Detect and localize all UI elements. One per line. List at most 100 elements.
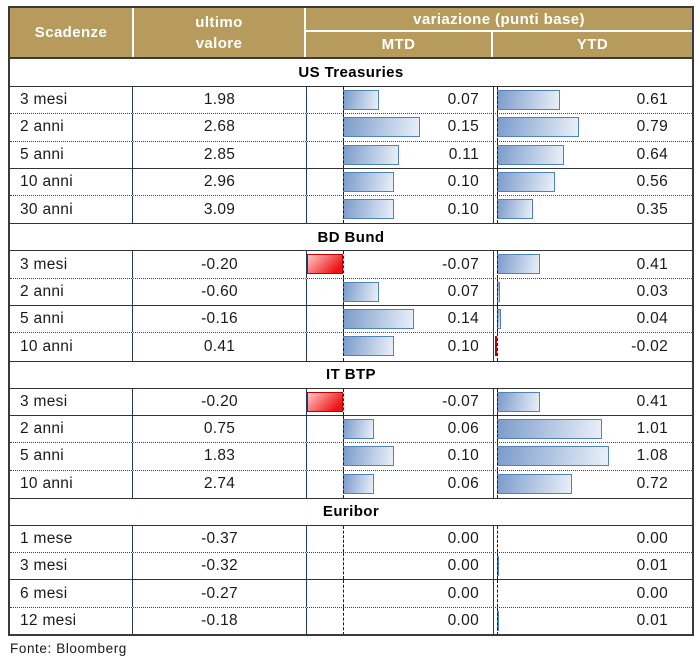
positive-data-bar (343, 446, 394, 467)
mtd-axis-line (343, 114, 344, 141)
ytd-value: 0.01 (636, 557, 668, 575)
positive-data-bar (497, 254, 540, 275)
ytd-axis-line (497, 470, 498, 498)
section-title: BD Bund (10, 223, 692, 252)
ytd-cell: 1.01 (493, 415, 692, 443)
mtd-cell: 0.15 (306, 114, 493, 141)
positive-data-bar (497, 171, 555, 192)
mtd-axis-line (343, 580, 344, 607)
ytd-value: 0.03 (636, 282, 668, 300)
last-value: 2.85 (132, 141, 306, 168)
mtd-cell: 0.00 (306, 553, 493, 580)
ytd-cell: 0.04 (493, 306, 692, 333)
mtd-value: 0.00 (447, 612, 479, 630)
ytd-value: 0.41 (636, 392, 668, 410)
ytd-axis-line (497, 278, 498, 306)
table-row: 1 mese -0.37 0.00 0.00 (10, 525, 692, 554)
mtd-axis-line (343, 168, 344, 196)
mtd-axis-line (343, 415, 344, 443)
maturity-label: 5 anni (20, 310, 65, 328)
table-row: 30 anni 3.09 0.10 0.35 (10, 196, 692, 224)
maturity-label: 1 mese (20, 530, 73, 547)
maturity-label: 30 anni (20, 200, 73, 218)
mtd-axis-line (343, 278, 344, 306)
ytd-cell: 0.41 (493, 251, 692, 278)
mtd-cell: 0.00 (306, 525, 493, 553)
header-mtd: MTD (306, 32, 493, 57)
mtd-value: 0.10 (447, 447, 479, 465)
mtd-value: 0.00 (447, 557, 479, 575)
ytd-axis-line (497, 553, 498, 580)
mtd-value: 0.11 (448, 145, 479, 163)
negative-data-bar (495, 336, 497, 357)
ytd-axis-line (497, 388, 498, 415)
maturity-label: 3 mesi (20, 557, 68, 575)
mtd-axis-line (343, 333, 344, 361)
positive-data-bar (497, 391, 540, 412)
section-title: US Treasuries (10, 59, 692, 87)
last-value: 2.96 (132, 168, 306, 196)
table-row: 2 anni 0.75 0.06 1.01 (10, 415, 692, 444)
ytd-cell: 0.01 (493, 607, 692, 634)
table-row: 3 mesi -0.32 0.00 0.01 (10, 553, 692, 581)
section-title: Euribor (10, 497, 692, 526)
ytd-axis-line (497, 580, 498, 607)
ytd-cell: 0.64 (493, 141, 692, 168)
last-value: -0.27 (132, 580, 306, 607)
ytd-value: 0.41 (636, 255, 668, 273)
last-value: 1.83 (132, 443, 306, 470)
mtd-cell: 0.00 (306, 607, 493, 634)
table-section: BD Bund 3 mesi -0.20 -0.07 0.41 2 anni -… (10, 223, 692, 361)
negative-data-bar (307, 391, 343, 412)
ytd-value: 0.61 (636, 91, 668, 109)
ytd-axis-line (497, 607, 498, 634)
ytd-axis-line (497, 415, 498, 443)
mtd-cell: 0.11 (306, 141, 493, 168)
last-value: 0.41 (132, 333, 306, 361)
last-value: 3.09 (132, 196, 306, 224)
header-variazione-group: variazione (punti base) MTD YTD (306, 8, 692, 57)
ytd-value: 0.64 (636, 145, 668, 163)
maturity-label: 5 anni (20, 145, 65, 163)
mtd-cell: 0.00 (306, 580, 493, 607)
ytd-cell: 0.03 (493, 278, 692, 306)
mtd-cell: 0.06 (306, 415, 493, 443)
table-row: 2 anni 2.68 0.15 0.79 (10, 114, 692, 142)
mtd-cell: -0.07 (306, 388, 493, 415)
mtd-cell: 0.07 (306, 87, 493, 114)
header-ultimo-line2: valore (195, 34, 243, 52)
mtd-value: 0.06 (447, 475, 479, 493)
table-row: 2 anni -0.60 0.07 0.03 (10, 278, 692, 307)
source-note: Fonte: Bloomberg (10, 641, 127, 656)
positive-data-bar (343, 117, 420, 138)
table-section: IT BTP 3 mesi -0.20 -0.07 0.41 2 anni 0.… (10, 360, 692, 498)
mtd-cell: 0.10 (306, 443, 493, 470)
mtd-axis-line (343, 553, 344, 580)
maturity-label: 3 mesi (20, 255, 68, 273)
ytd-axis-line (497, 168, 498, 196)
ytd-cell: 0.79 (493, 114, 692, 141)
last-value: -0.20 (132, 388, 306, 415)
ytd-value: 0.00 (636, 584, 668, 602)
ytd-value: 0.72 (636, 475, 668, 493)
last-value: -0.32 (132, 553, 306, 580)
ytd-value: 1.01 (636, 420, 668, 438)
ytd-cell: 0.00 (493, 580, 692, 607)
ytd-cell: -0.02 (493, 333, 692, 361)
mtd-value: -0.07 (442, 255, 479, 273)
positive-data-bar (343, 418, 374, 439)
ytd-cell: 0.41 (493, 388, 692, 415)
maturity-label: 2 anni (20, 282, 65, 300)
positive-data-bar (343, 473, 374, 494)
mtd-axis-line (343, 388, 344, 415)
positive-data-bar (343, 199, 394, 220)
ytd-axis-line (497, 196, 498, 224)
mtd-axis-line (343, 141, 344, 168)
last-value: -0.16 (132, 306, 306, 333)
header-variazione: variazione (punti base) (306, 8, 692, 32)
ytd-axis-line (497, 141, 498, 168)
mtd-value: 0.06 (447, 420, 479, 438)
last-value: 2.74 (132, 470, 306, 498)
header-variazione-sub: MTD YTD (306, 32, 692, 57)
positive-data-bar (497, 473, 572, 494)
